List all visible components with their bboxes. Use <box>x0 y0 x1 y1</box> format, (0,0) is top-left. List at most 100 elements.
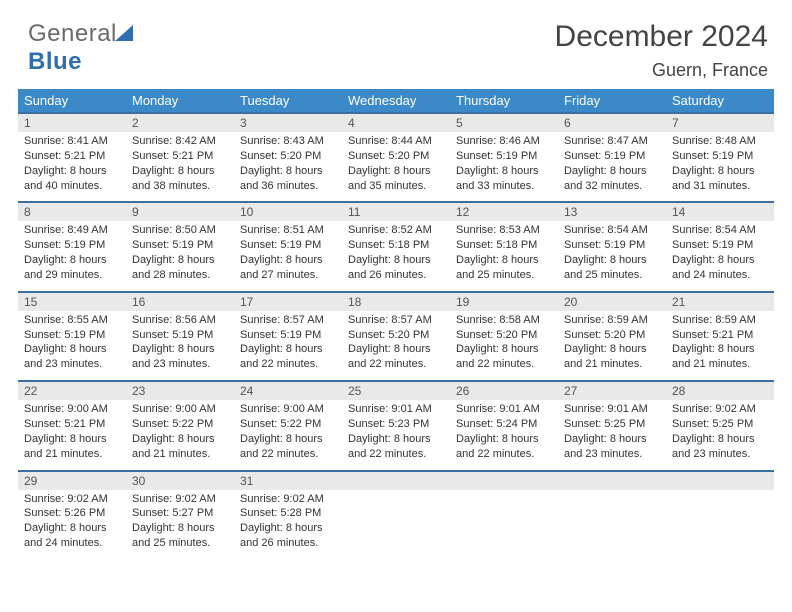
day-number: 21 <box>666 293 774 311</box>
calendar-week-row: 15Sunrise: 8:55 AMSunset: 5:19 PMDayligh… <box>18 292 774 381</box>
day-number: 5 <box>450 114 558 132</box>
weekday-header: Tuesday <box>234 89 342 113</box>
sunrise-line: Sunrise: 9:01 AM <box>348 403 432 415</box>
calendar-day-cell: 3Sunrise: 8:43 AMSunset: 5:20 PMDaylight… <box>234 113 342 202</box>
calendar-day-cell: 8Sunrise: 8:49 AMSunset: 5:19 PMDaylight… <box>18 202 126 291</box>
day-body: Sunrise: 9:01 AM Sunset: 5:24 PM Daylight:… <box>450 400 558 469</box>
weekday-header-row: SundayMondayTuesdayWednesdayThursdayFrid… <box>18 89 774 113</box>
day-body: Sunrise: 8:53 AMSunset: 5:18 PMDaylight:… <box>450 221 558 290</box>
daylight-line: Daylight: 8 hours and 23 minutes. <box>132 343 215 370</box>
daylight-line: Daylight: 8 hours and 36 minutes. <box>240 165 323 192</box>
calendar-day-cell: 10Sunrise: 8:51 AMSunset: 5:19 PMDayligh… <box>234 202 342 291</box>
sunrise-line: Sunrise: 8:59 AM <box>672 314 756 326</box>
brand-part2: Blue <box>28 48 82 75</box>
daylight-line: Daylight: 8 hours and 24 minutes. <box>672 254 755 281</box>
sunrise-line: Sunrise: 8:53 AM <box>456 224 540 236</box>
sunset-line: Sunset: 5:19 PM <box>240 329 321 341</box>
daylight-line: Daylight: 8 hours and 40 minutes. <box>24 165 107 192</box>
weekday-header: Sunday <box>18 89 126 113</box>
day-number: 29 <box>18 472 126 490</box>
weekday-header: Friday <box>558 89 666 113</box>
sunrise-line: Sunrise: 8:44 AM <box>348 135 432 147</box>
day-number: 3 <box>234 114 342 132</box>
sunset-line: Sunset: 5:21 PM <box>24 150 105 162</box>
calendar-week-row: 29Sunrise: 9:02 AMSunset: 5:26 PMDayligh… <box>18 471 774 559</box>
sunrise-line: Sunrise: 9:01 AM <box>456 403 540 415</box>
day-body: Sunrise: 9:02 AMSunset: 5:28 PMDaylight:… <box>234 490 342 559</box>
calendar-day-cell: 15Sunrise: 8:55 AMSunset: 5:19 PMDayligh… <box>18 292 126 381</box>
day-body: Sunrise: 9:01 AMSunset: 5:25 PMDaylight:… <box>558 400 666 469</box>
day-number: 10 <box>234 203 342 221</box>
day-number: 2 <box>126 114 234 132</box>
daylight-line: Daylight: 8 hours and 21 minutes. <box>132 433 215 460</box>
day-body-empty <box>450 490 558 554</box>
calendar-day-cell: 21Sunrise: 8:59 AMSunset: 5:21 PMDayligh… <box>666 292 774 381</box>
day-number: 16 <box>126 293 234 311</box>
daylight-line: Daylight: 8 hours and 22 minutes. <box>240 433 323 460</box>
day-number: 27 <box>558 382 666 400</box>
sunset-line: Sunset: 5:22 PM <box>132 418 213 430</box>
day-body: Sunrise: 8:49 AMSunset: 5:19 PMDaylight:… <box>18 221 126 290</box>
sunrise-line: Sunrise: 8:56 AM <box>132 314 216 326</box>
calendar-day-cell: 13Sunrise: 8:54 AMSunset: 5:19 PMDayligh… <box>558 202 666 291</box>
calendar-day-cell: 16Sunrise: 8:56 AMSunset: 5:19 PMDayligh… <box>126 292 234 381</box>
day-body: Sunrise: 8:55 AMSunset: 5:19 PMDaylight:… <box>18 311 126 380</box>
day-body: Sunrise: 8:44 AMSunset: 5:20 PMDaylight:… <box>342 132 450 201</box>
day-number: 6 <box>558 114 666 132</box>
day-number: 12 <box>450 203 558 221</box>
daylight-line: Daylight: 8 hours and 25 minutes. <box>564 254 647 281</box>
sunset-line: Sunset: 5:24 PM <box>456 418 537 430</box>
day-body: Sunrise: 8:57 AMSunset: 5:20 PMDaylight:… <box>342 311 450 380</box>
daylight-line: Daylight: 8 hours and 22 minutes. <box>456 433 539 460</box>
sunset-line: Sunset: 5:19 PM <box>240 239 321 251</box>
day-number-empty <box>342 472 450 490</box>
day-number-empty <box>666 472 774 490</box>
day-body-empty <box>558 490 666 554</box>
day-number: 26 <box>450 382 558 400</box>
daylight-line: Daylight: 8 hours and 29 minutes. <box>24 254 107 281</box>
calendar-week-row: 8Sunrise: 8:49 AMSunset: 5:19 PMDaylight… <box>18 202 774 291</box>
calendar-day-cell: 25Sunrise: 9:01 AMSunset: 5:23 PMDayligh… <box>342 381 450 470</box>
sunset-line: Sunset: 5:25 PM <box>564 418 645 430</box>
day-number: 13 <box>558 203 666 221</box>
daylight-line: Daylight: 8 hours and 23 minutes. <box>672 433 755 460</box>
calendar-day-cell: 4Sunrise: 8:44 AMSunset: 5:20 PMDaylight… <box>342 113 450 202</box>
day-number: 1 <box>18 114 126 132</box>
calendar-day-cell: 2Sunrise: 8:42 AMSunset: 5:21 PMDaylight… <box>126 113 234 202</box>
sunrise-line: Sunrise: 8:58 AM <box>456 314 540 326</box>
day-body: Sunrise: 8:50 AMSunset: 5:19 PMDaylight:… <box>126 221 234 290</box>
calendar-day-cell: 19Sunrise: 8:58 AMSunset: 5:20 PMDayligh… <box>450 292 558 381</box>
sunset-line: Sunset: 5:18 PM <box>456 239 537 251</box>
calendar-day-cell: 11Sunrise: 8:52 AMSunset: 5:18 PMDayligh… <box>342 202 450 291</box>
day-body: Sunrise: 8:59 AMSunset: 5:21 PMDaylight:… <box>666 311 774 380</box>
daylight-line: Daylight: 8 hours and 28 minutes. <box>132 254 215 281</box>
sunrise-line: Sunrise: 9:00 AM <box>240 403 324 415</box>
day-body: Sunrise: 8:47 AMSunset: 5:19 PMDaylight:… <box>558 132 666 201</box>
calendar-day-cell: 18Sunrise: 8:57 AMSunset: 5:20 PMDayligh… <box>342 292 450 381</box>
brand-sail-icon <box>115 25 137 43</box>
day-number: 18 <box>342 293 450 311</box>
calendar-day-cell: 1Sunrise: 8:41 AMSunset: 5:21 PMDaylight… <box>18 113 126 202</box>
day-number: 11 <box>342 203 450 221</box>
day-body: Sunrise: 8:48 AMSunset: 5:19 PMDaylight:… <box>666 132 774 201</box>
day-body: Sunrise: 8:43 AMSunset: 5:20 PMDaylight:… <box>234 132 342 201</box>
sunrise-line: Sunrise: 8:49 AM <box>24 224 108 236</box>
sunrise-line: Sunrise: 8:54 AM <box>672 224 756 236</box>
day-body: Sunrise: 8:59 AMSunset: 5:20 PMDaylight:… <box>558 311 666 380</box>
sunrise-line: Sunrise: 9:02 AM <box>132 493 216 505</box>
daylight-line: Daylight: 8 hours and 21 minutes. <box>24 433 107 460</box>
daylight-line: Daylight: 8 hours and 32 minutes. <box>564 165 647 192</box>
daylight-line: Daylight: 8 hours and 27 minutes. <box>240 254 323 281</box>
weekday-header: Saturday <box>666 89 774 113</box>
calendar-day-cell: 24Sunrise: 9:00 AMSunset: 5:22 PMDayligh… <box>234 381 342 470</box>
sunset-line: Sunset: 5:26 PM <box>24 507 105 519</box>
day-number: 28 <box>666 382 774 400</box>
day-number: 20 <box>558 293 666 311</box>
day-number: 8 <box>18 203 126 221</box>
sunset-line: Sunset: 5:27 PM <box>132 507 213 519</box>
sunrise-line: Sunrise: 8:52 AM <box>348 224 432 236</box>
sunset-line: Sunset: 5:19 PM <box>24 329 105 341</box>
day-number-empty <box>450 472 558 490</box>
day-body: Sunrise: 8:57 AMSunset: 5:19 PMDaylight:… <box>234 311 342 380</box>
day-body: Sunrise: 8:58 AMSunset: 5:20 PMDaylight:… <box>450 311 558 380</box>
